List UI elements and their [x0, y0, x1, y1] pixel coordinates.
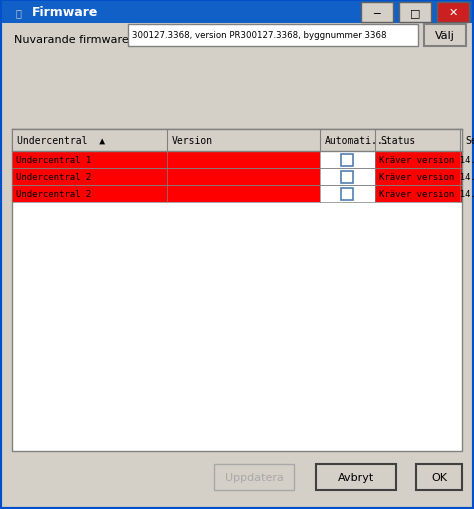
Text: Automati...: Automati...: [325, 136, 390, 146]
Text: 🖥: 🖥: [15, 8, 21, 18]
Text: Serienummer: Serienummer: [465, 136, 474, 146]
Text: Kräver version 14.x: Kräver version 14.x: [379, 190, 474, 199]
Bar: [361, 3, 393, 23]
Text: ✕: ✕: [448, 8, 458, 18]
Text: □: □: [410, 8, 420, 18]
Bar: [12, 152, 462, 168]
Text: Status: Status: [380, 136, 415, 146]
Text: Kräver version 14.x: Kräver version 14.x: [379, 156, 474, 165]
Text: Version: Version: [172, 136, 213, 146]
Bar: [341, 171, 354, 183]
Bar: [12, 186, 462, 203]
Text: Undercentral 2: Undercentral 2: [16, 173, 91, 182]
Bar: [424, 25, 466, 47]
Bar: [320, 152, 375, 168]
Bar: [320, 186, 375, 203]
Bar: [437, 3, 469, 23]
Text: 300127.3368, version PR300127.3368, byggnummer 3368: 300127.3368, version PR300127.3368, bygg…: [132, 32, 386, 40]
Bar: [320, 168, 375, 186]
Bar: [12, 130, 462, 451]
Text: Undercentral 2: Undercentral 2: [16, 190, 91, 199]
Bar: [341, 154, 354, 166]
Bar: [12, 168, 462, 186]
Bar: [128, 25, 418, 47]
Text: Undercentral 1: Undercentral 1: [16, 156, 91, 165]
Text: Välj: Välj: [435, 31, 455, 41]
Bar: [214, 464, 294, 490]
Text: Uppdatera: Uppdatera: [225, 472, 283, 482]
Bar: [416, 464, 462, 490]
Text: Firmware: Firmware: [32, 7, 99, 19]
Bar: [2, 2, 472, 24]
Text: OK: OK: [431, 472, 447, 482]
Text: Nuvarande firmware: Nuvarande firmware: [14, 35, 129, 45]
Bar: [341, 188, 354, 200]
Text: Kräver version 14.x: Kräver version 14.x: [379, 173, 474, 182]
Text: Avbryt: Avbryt: [338, 472, 374, 482]
Text: ─: ─: [374, 8, 380, 18]
Bar: [316, 464, 396, 490]
Bar: [399, 3, 431, 23]
Text: Undercentral  ▲: Undercentral ▲: [17, 136, 105, 146]
Bar: [12, 130, 462, 152]
